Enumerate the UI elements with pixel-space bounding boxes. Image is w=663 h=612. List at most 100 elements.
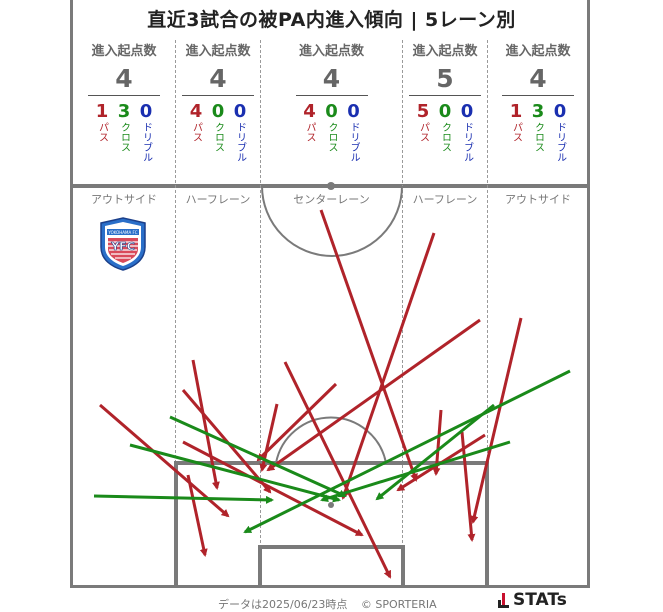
lane-stats-half-right: 進入起点数 5 5 パス 0 クロス 0 ドリブル xyxy=(403,40,487,162)
lane-underline xyxy=(502,95,574,96)
pass-arrow xyxy=(341,232,436,500)
data-date-text: データは2025/06/23時点 xyxy=(218,598,348,611)
dribble-count: 0 ドリブル xyxy=(232,102,248,163)
pass-number: 1 xyxy=(95,101,109,122)
lane-breakdown: 1 パス 3 クロス 0 ドリブル xyxy=(488,101,588,163)
lane-stats-out-left: 進入起点数 4 1 パス 3 クロス 0 ドリブル xyxy=(73,40,175,162)
lane-stats-center: 進入起点数 4 4 パス 0 クロス 0 ドリブル xyxy=(261,40,402,162)
center-circle xyxy=(261,185,403,257)
pass-arrow xyxy=(186,474,208,557)
dribble-count: 0 ドリブル xyxy=(459,101,475,163)
crest-letters: YFC xyxy=(110,240,135,253)
cross-label: クロス xyxy=(532,122,544,152)
pass-arrows xyxy=(99,209,523,579)
cross-number: 0 xyxy=(211,101,225,122)
pass-number: 1 xyxy=(509,101,523,122)
center-spot xyxy=(327,182,335,190)
pitch-frame xyxy=(70,0,590,588)
lane-breakdown: 4 パス 0 クロス 0 ドリブル xyxy=(176,102,260,163)
pass-arrow xyxy=(182,440,364,537)
pass-count: 5 パス xyxy=(415,102,431,162)
cross-label: クロス xyxy=(326,122,337,152)
lane-stats-out-right: 進入起点数 4 1 パス 3 クロス 0 ドリブル xyxy=(488,40,588,162)
cross-arrows xyxy=(93,369,571,534)
lane-name-out-left: アウトサイド xyxy=(91,193,157,206)
dribble-number: 0 xyxy=(553,101,567,122)
lane-name-half-right: ハーフレーン xyxy=(412,193,478,206)
dribble-number: 0 xyxy=(139,101,153,122)
cross-label: クロス xyxy=(118,122,130,152)
pass-label: パス xyxy=(190,122,202,142)
crest-band-text: YOKOHAMA FC xyxy=(107,230,137,235)
pass-label: パス xyxy=(96,122,108,142)
pass-arrow xyxy=(319,209,418,482)
dribble-label: ドリブル xyxy=(348,122,359,162)
lane-header: 進入起点数 xyxy=(298,44,364,59)
dribble-count: 0 ドリブル xyxy=(138,101,154,163)
stats-logo-text: STATs xyxy=(513,590,567,610)
pass-label: パス xyxy=(304,122,315,142)
lane-breakdown: 5 パス 0 クロス 0 ドリブル xyxy=(403,101,487,163)
lane-total: 4 xyxy=(115,64,133,93)
lane-total: 4 xyxy=(209,64,227,93)
lane-name-half-left: ハーフレーン xyxy=(185,193,251,206)
pass-label: パス xyxy=(417,122,429,142)
lane-header: 進入起点数 xyxy=(412,44,478,59)
club-crest-icon: YOKOHAMA FC YFC xyxy=(100,217,146,271)
dribble-label: ドリブル xyxy=(140,122,152,162)
pass-arrow xyxy=(256,382,338,462)
lane-separator xyxy=(260,40,261,588)
dribble-label: ドリブル xyxy=(234,122,246,162)
pass-arrow xyxy=(283,361,392,579)
lane-name-center: センターレーン xyxy=(293,193,370,206)
pass-arrow xyxy=(266,318,481,472)
lane-separator xyxy=(487,40,488,588)
stats-mark-icon xyxy=(498,592,509,608)
lane-stats-half-left: 進入起点数 4 4 パス 0 クロス 0 ドリブル xyxy=(176,40,260,162)
cross-label: クロス xyxy=(212,122,224,152)
lane-total: 5 xyxy=(436,64,454,93)
cross-count: 3 クロス xyxy=(116,102,132,162)
cross-arrow xyxy=(93,494,274,504)
penalty-box xyxy=(174,461,489,588)
pass-number: 4 xyxy=(189,101,203,122)
cross-count: 0 クロス xyxy=(210,102,226,162)
pass-count: 1 パス xyxy=(94,102,110,162)
penalty-spot xyxy=(328,502,334,508)
copyright-text: © SPORTERIA xyxy=(360,598,437,611)
dribble-count: 0 ドリブル xyxy=(552,101,568,163)
lane-header: 進入起点数 xyxy=(505,44,571,59)
lane-header: 進入起点数 xyxy=(91,44,157,59)
lane-breakdown: 1 パス 3 クロス 0 ドリブル xyxy=(73,101,175,163)
dribble-label: ドリブル xyxy=(554,122,566,162)
goal-area xyxy=(258,545,405,588)
cross-arrow xyxy=(320,440,511,503)
cross-label: クロス xyxy=(439,122,451,152)
cross-count: 0 クロス xyxy=(324,102,340,162)
cross-arrow xyxy=(129,443,341,503)
lane-breakdown: 4 パス 0 クロス 0 ドリブル xyxy=(261,102,402,163)
lane-underline xyxy=(182,95,254,96)
lane-header: 進入起点数 xyxy=(185,44,251,59)
lane-total: 4 xyxy=(529,64,547,93)
lane-separator xyxy=(402,40,403,588)
lane-underline xyxy=(88,95,160,96)
cross-arrow xyxy=(169,415,347,498)
pass-number: 5 xyxy=(416,101,430,122)
cross-number: 0 xyxy=(438,101,452,122)
cross-arrow xyxy=(375,403,495,501)
pass-count: 1 パス xyxy=(508,102,524,162)
pass-label: パス xyxy=(510,122,522,142)
lane-underline xyxy=(409,95,481,96)
cross-count: 3 クロス xyxy=(530,102,546,162)
pass-count: 4 パス xyxy=(188,102,204,162)
lane-underline xyxy=(295,95,368,96)
dribble-number: 0 xyxy=(460,101,474,122)
cross-arrow xyxy=(243,369,571,534)
pass-arrow xyxy=(470,317,523,524)
dribble-count: 0 ドリブル xyxy=(346,102,362,163)
lane-total: 4 xyxy=(322,64,341,93)
stats-logo: STATs xyxy=(498,590,567,610)
page-title: 直近3試合の被PA内進入傾向 | 5レーン別 xyxy=(147,9,516,31)
